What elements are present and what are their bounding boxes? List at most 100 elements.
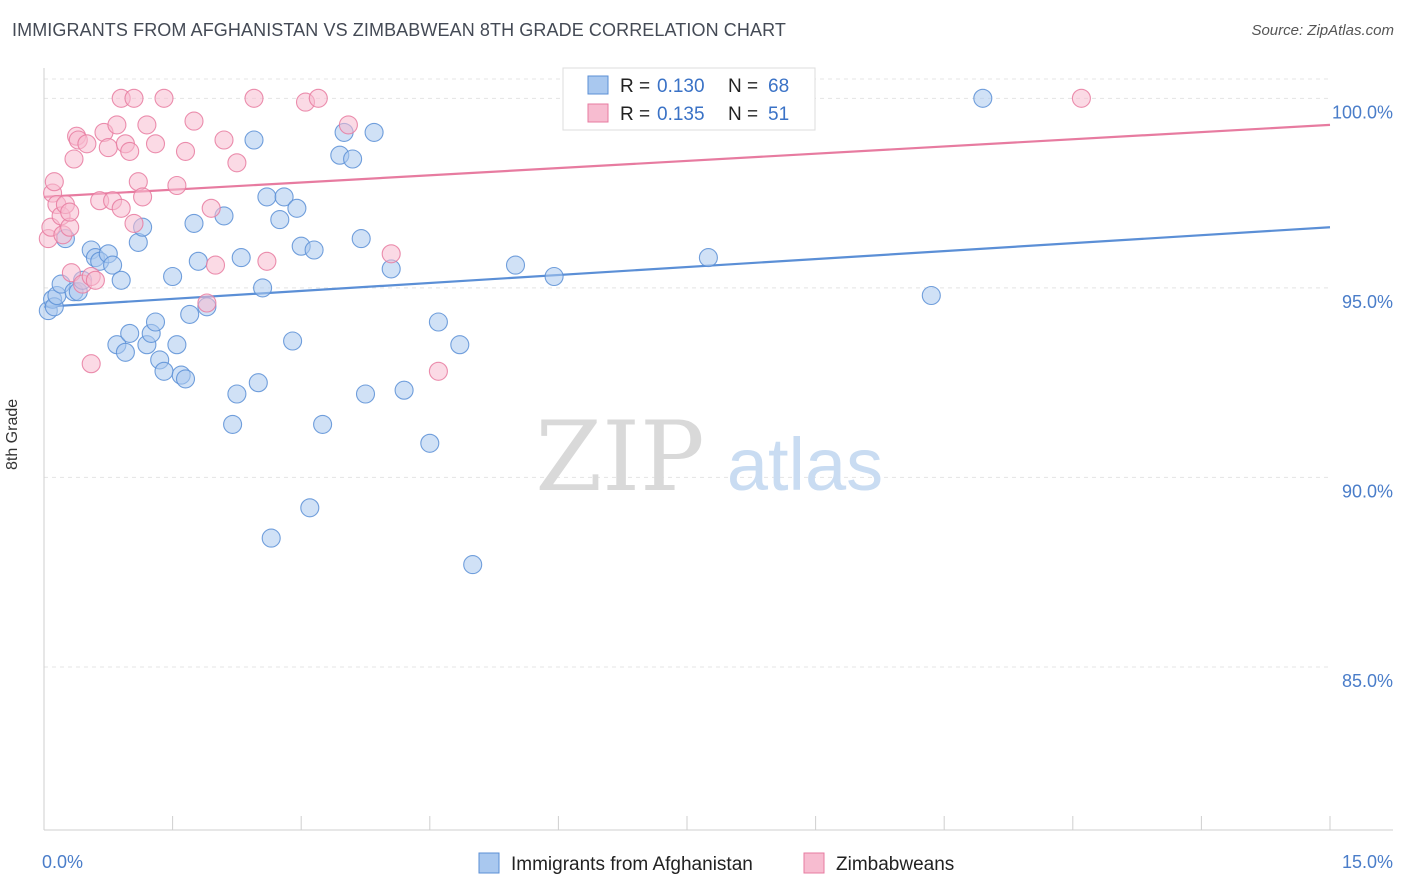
axes <box>43 68 1393 831</box>
y-tick-label: 90.0% <box>1342 481 1393 501</box>
point-zimbabwe <box>214 130 234 150</box>
point-zimbabwe <box>167 175 187 196</box>
legend-swatch-zimbabwe <box>803 852 825 874</box>
point-afghanistan <box>244 130 264 150</box>
point-afghanistan <box>154 361 174 381</box>
point-afghanistan <box>231 248 251 268</box>
point-zimbabwe <box>381 244 401 264</box>
stats-n-label: N = <box>728 76 758 97</box>
point-zimbabwe <box>227 153 247 173</box>
point-zimbabwe <box>338 115 358 135</box>
point-afghanistan <box>505 255 526 275</box>
point-afghanistan <box>463 555 483 575</box>
trend-line-afghanistan <box>43 226 1331 308</box>
trend-lines <box>43 123 1331 308</box>
point-zimbabwe <box>244 88 264 108</box>
point-zimbabwe <box>124 213 144 233</box>
point-afghanistan <box>111 270 131 290</box>
legend-label-zimbabwe: Zimbabweans <box>836 854 954 875</box>
y-tick-label: 100.0% <box>1332 102 1393 122</box>
point-afghanistan <box>120 323 140 343</box>
point-afghanistan <box>300 498 320 518</box>
point-afghanistan <box>175 369 196 389</box>
point-zimbabwe <box>308 88 328 108</box>
point-zimbabwe <box>201 198 221 218</box>
point-afghanistan <box>163 266 183 287</box>
stats-n-value: 51 <box>768 104 789 125</box>
stats-r-label: R = <box>620 76 650 97</box>
watermark-zip: ZIP <box>535 401 704 513</box>
point-afghanistan <box>283 331 303 351</box>
point-afghanistan <box>698 248 718 268</box>
stats-r-value: 0.135 <box>657 104 705 125</box>
point-afghanistan <box>227 384 247 404</box>
point-afghanistan <box>180 304 200 324</box>
stats-legend: R = 0.130 N = 68 R = 0.135 N = 51 <box>562 67 816 131</box>
point-zimbabwe <box>205 255 226 275</box>
point-afghanistan <box>248 373 268 393</box>
point-afghanistan <box>351 229 371 249</box>
point-afghanistan <box>304 240 324 260</box>
point-zimbabwe <box>61 263 81 283</box>
chart-source: Source: ZipAtlas.com <box>1251 22 1394 39</box>
point-afghanistan <box>544 266 564 287</box>
point-afghanistan <box>167 335 187 355</box>
x-tick-label: 0.0% <box>42 852 83 872</box>
point-afghanistan <box>261 528 281 548</box>
stats-legend-swatch <box>587 103 609 123</box>
point-afghanistan <box>973 88 993 108</box>
point-zimbabwe <box>145 134 166 154</box>
y-tick-label: 85.0% <box>1342 671 1393 691</box>
point-afghanistan <box>103 255 123 275</box>
point-afghanistan <box>450 335 470 355</box>
point-afghanistan <box>921 285 941 306</box>
point-afghanistan <box>115 342 135 362</box>
point-zimbabwe <box>98 138 118 158</box>
point-afghanistan <box>313 414 333 434</box>
point-zimbabwe <box>133 187 153 207</box>
stats-r-label: R = <box>620 104 650 125</box>
point-afghanistan <box>428 312 448 332</box>
point-afghanistan <box>257 187 277 207</box>
point-zimbabwe <box>44 172 64 192</box>
legend-label-afghanistan: Immigrants from Afghanistan <box>511 854 753 875</box>
stats-r-value: 0.130 <box>657 76 705 97</box>
point-zimbabwe <box>1071 88 1091 108</box>
point-zimbabwe <box>257 251 277 271</box>
point-zimbabwe <box>60 202 80 222</box>
point-afghanistan <box>394 380 414 400</box>
point-afghanistan <box>420 433 440 453</box>
y-tick-label: 95.0% <box>1342 292 1393 312</box>
point-afghanistan <box>253 278 273 298</box>
watermark-atlas: atlas <box>727 423 883 506</box>
point-zimbabwe <box>137 115 157 135</box>
x-tick-label: 15.0% <box>1342 852 1393 872</box>
data-points <box>38 88 1091 575</box>
stats-legend-swatch <box>587 75 609 95</box>
point-zimbabwe <box>77 134 97 154</box>
trend-line-zimbabwe <box>43 123 1331 198</box>
point-zimbabwe <box>85 270 105 290</box>
point-afghanistan <box>274 187 294 207</box>
point-zimbabwe <box>81 354 101 374</box>
point-zimbabwe <box>111 198 131 218</box>
tick-labels: 85.0% 90.0% 95.0% 100.0% 0.0% 15.0% <box>42 102 1393 872</box>
point-zimbabwe <box>175 141 196 161</box>
point-afghanistan <box>364 122 384 142</box>
point-afghanistan <box>145 312 166 332</box>
point-afghanistan <box>355 384 376 404</box>
point-zimbabwe <box>197 293 217 313</box>
point-afghanistan <box>184 213 204 233</box>
point-afghanistan <box>270 210 290 230</box>
stats-n-label: N = <box>728 104 758 125</box>
stats-n-value: 68 <box>768 76 789 97</box>
point-zimbabwe <box>124 88 144 108</box>
point-afghanistan <box>223 414 243 434</box>
chart-title: IMMIGRANTS FROM AFGHANISTAN VS ZIMBABWEA… <box>12 20 786 40</box>
series-legend: Immigrants from Afghanistan Zimbabweans <box>478 852 954 875</box>
point-zimbabwe <box>154 88 174 108</box>
legend-swatch-afghanistan <box>478 852 500 874</box>
point-afghanistan <box>188 251 208 271</box>
point-zimbabwe <box>120 141 140 161</box>
